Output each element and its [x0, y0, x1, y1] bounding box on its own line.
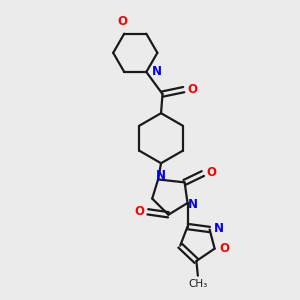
Text: N: N	[156, 169, 166, 182]
Text: CH₃: CH₃	[188, 279, 208, 289]
Text: O: O	[118, 15, 128, 28]
Text: N: N	[214, 221, 224, 235]
Text: N: N	[152, 65, 162, 79]
Text: O: O	[134, 205, 144, 218]
Text: O: O	[206, 167, 216, 179]
Text: O: O	[219, 242, 229, 255]
Text: O: O	[188, 82, 197, 95]
Text: N: N	[188, 198, 197, 211]
